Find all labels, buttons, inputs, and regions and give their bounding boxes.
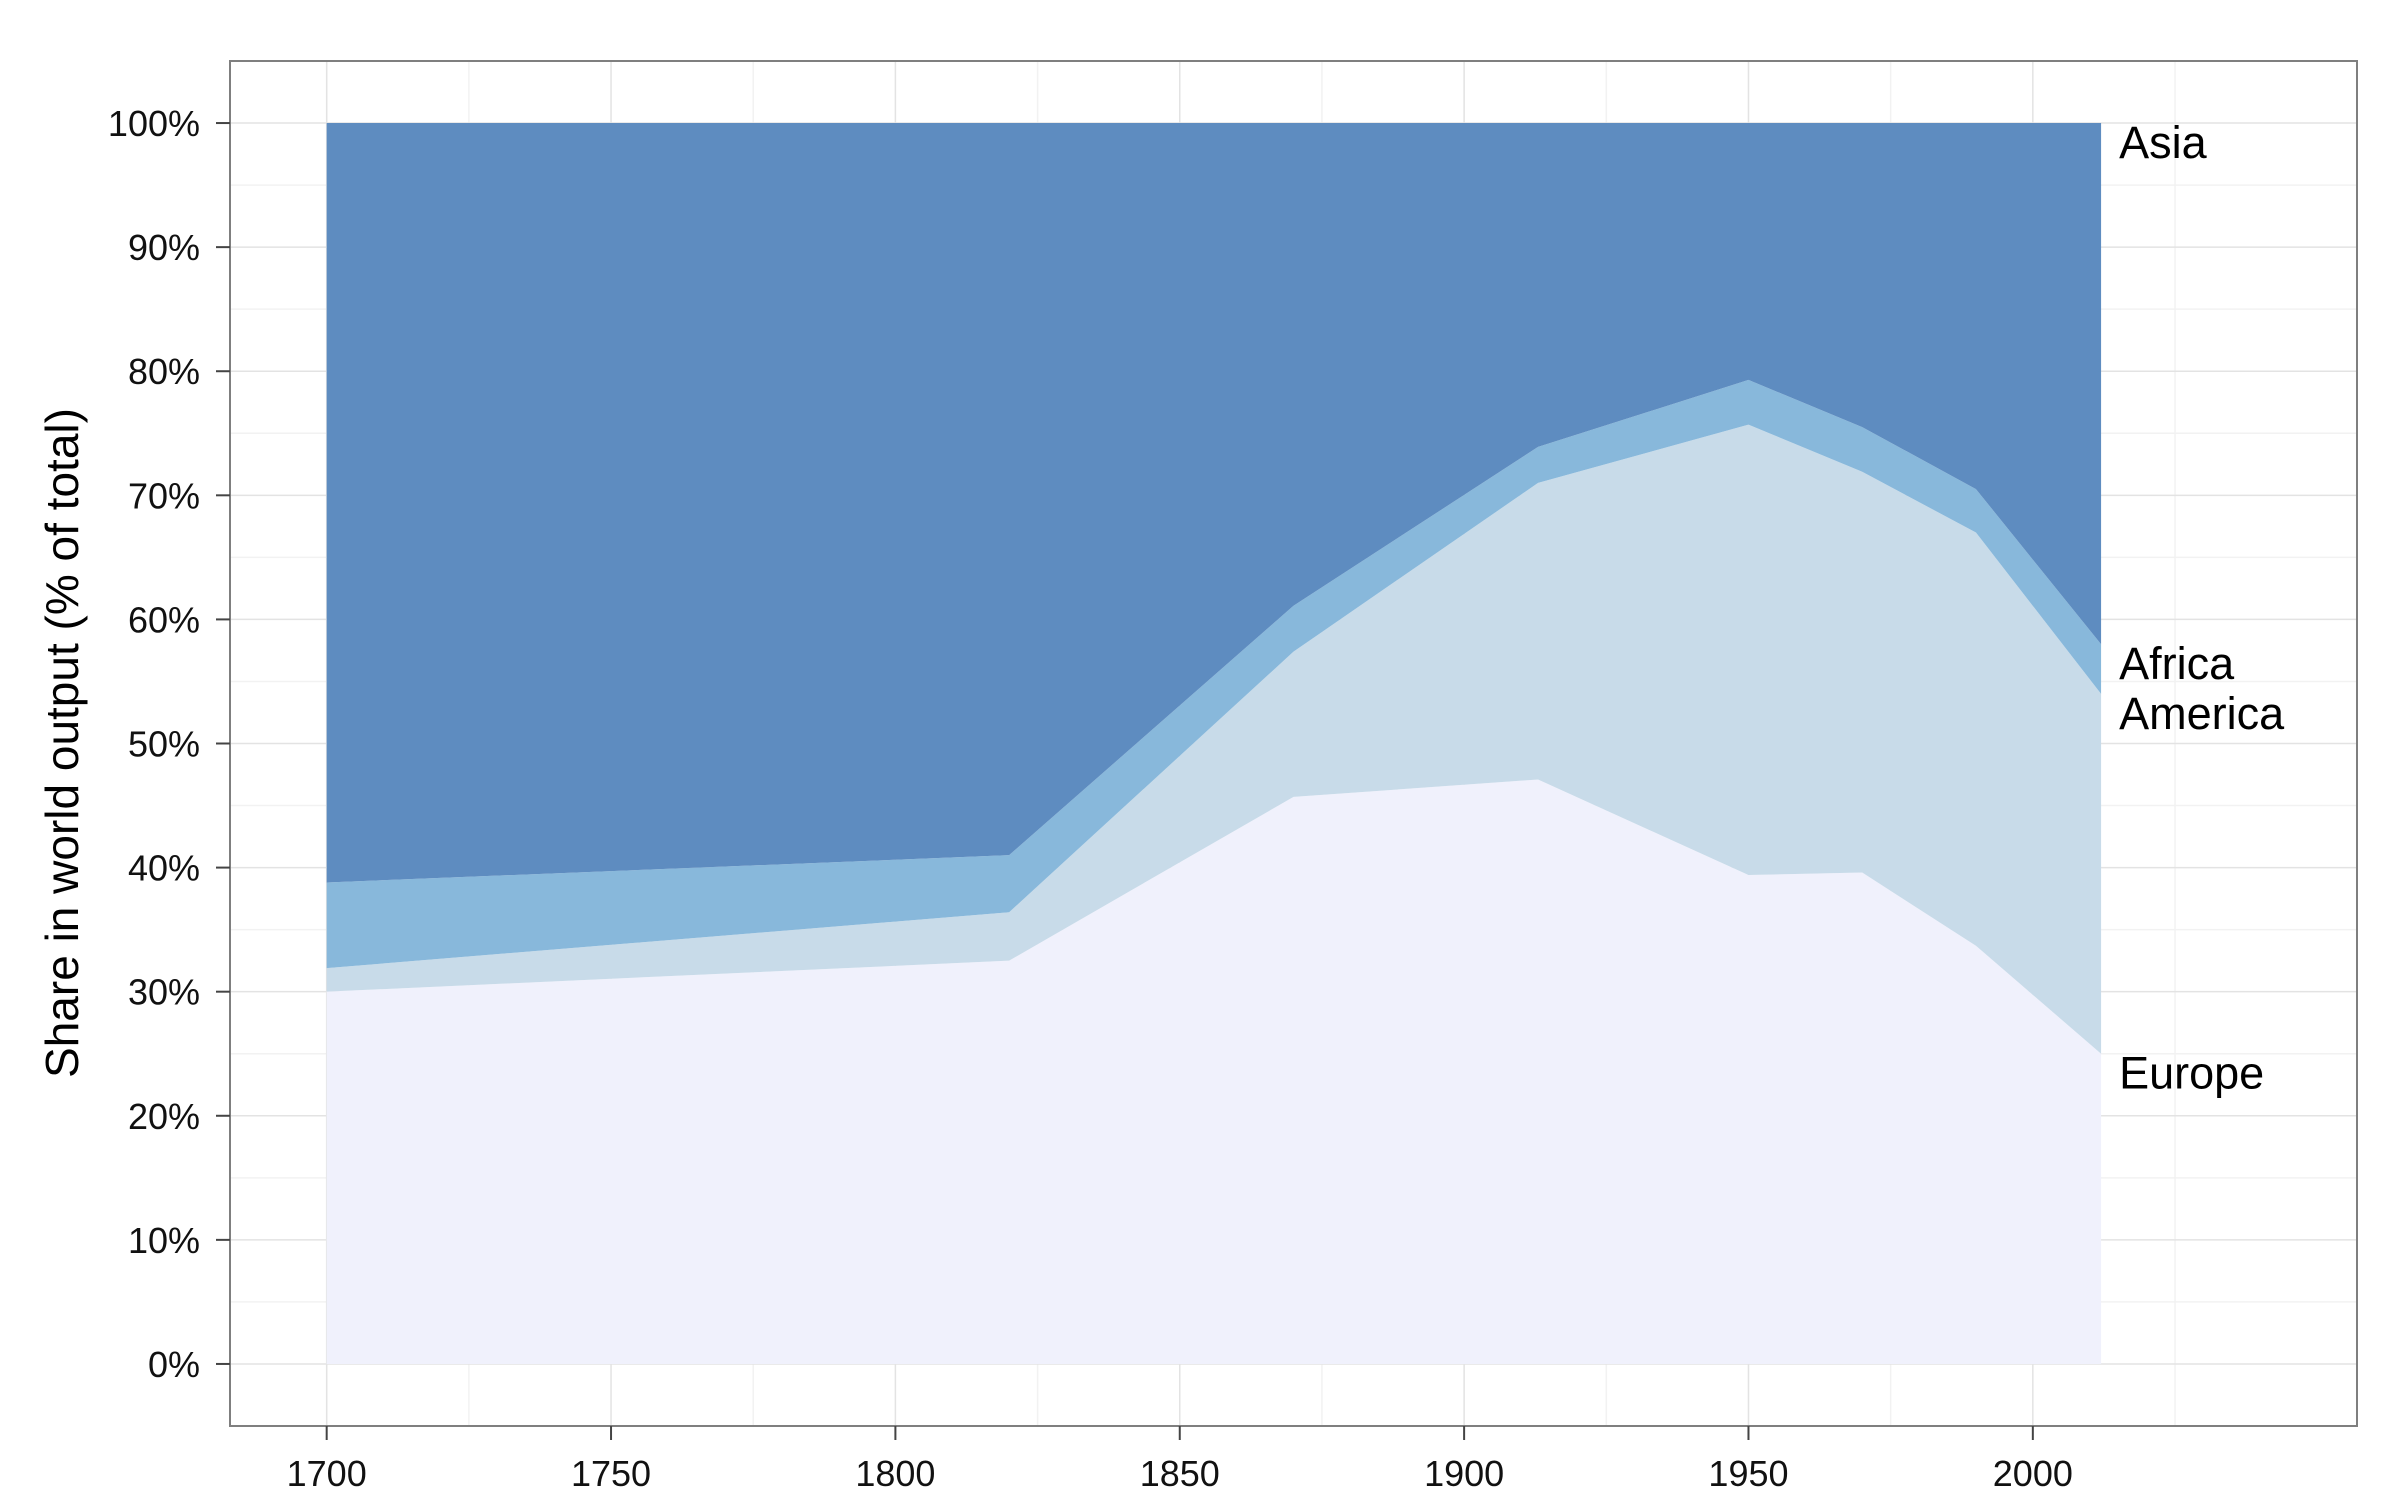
y-tick-label: 10% (128, 1220, 200, 1261)
y-tick-label: 90% (128, 227, 200, 268)
y-tick-label: 30% (128, 972, 200, 1013)
y-tick-label: 100% (108, 103, 200, 144)
x-tick-label: 1900 (1424, 1453, 1504, 1494)
x-tick-label: 1800 (855, 1453, 935, 1494)
stacked-areas (326, 123, 2102, 1364)
series-label-asia: Asia (2119, 117, 2208, 168)
y-axis-title: Share in world output (% of total) (36, 408, 88, 1078)
y-tick-label: 0% (148, 1344, 200, 1385)
x-tick-label: 1850 (1140, 1453, 1220, 1494)
x-axis: 1700 1750 1800 1850 1900 1950 2000 (287, 1426, 2073, 1494)
area-america (326, 424, 2102, 1054)
area-europe (326, 779, 2102, 1364)
x-tick-label: 2000 (1993, 1453, 2073, 1494)
area-asia (326, 123, 2102, 883)
x-tick-label: 1750 (571, 1453, 651, 1494)
series-label-europe: Europe (2119, 1048, 2264, 1099)
y-tick-label: 50% (128, 724, 200, 765)
y-tick-label: 60% (128, 599, 200, 640)
y-tick-label: 80% (128, 351, 200, 392)
y-tick-label: 20% (128, 1096, 200, 1137)
y-tick-label: 70% (128, 475, 200, 516)
y-axis: 0% 10% 20% 30% 40% 50% 60% 70% 80% 90% 100% (108, 103, 230, 1385)
x-tick-label: 1700 (287, 1453, 367, 1494)
x-tick-label: 1950 (1708, 1453, 1788, 1494)
area-africa (326, 379, 2102, 969)
series-label-america: America (2119, 688, 2285, 739)
series-label-africa: Africa (2119, 638, 2235, 689)
y-tick-label: 40% (128, 848, 200, 889)
